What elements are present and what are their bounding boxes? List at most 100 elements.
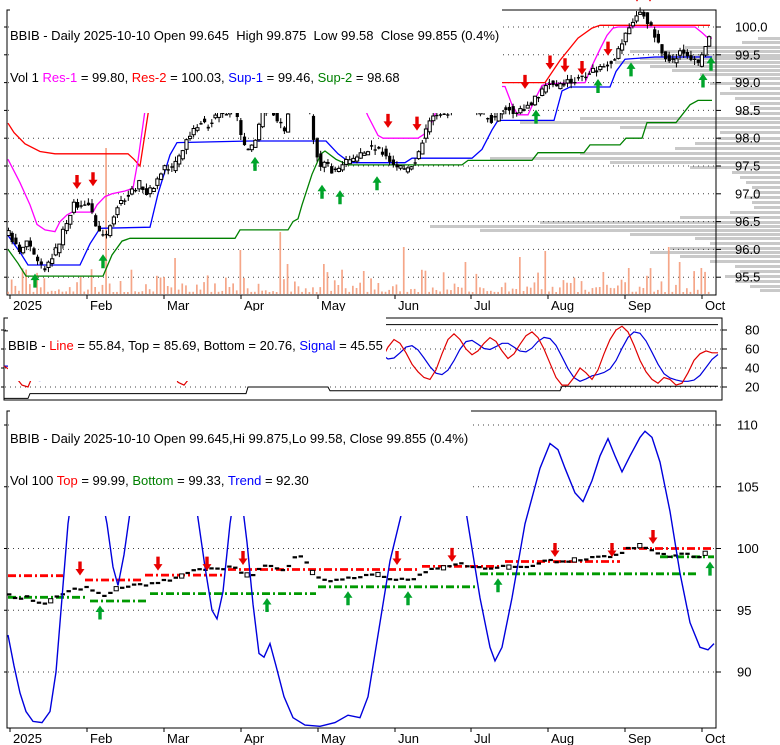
volume-bar bbox=[105, 148, 107, 294]
price-mark bbox=[215, 567, 220, 570]
candle-body-down bbox=[206, 126, 210, 129]
candle-body-up bbox=[398, 165, 403, 169]
volume-bar bbox=[693, 271, 695, 294]
price-mark bbox=[316, 576, 321, 579]
volume-bar bbox=[68, 287, 71, 294]
price-mark bbox=[30, 599, 36, 602]
volume-bar bbox=[83, 291, 86, 294]
title-part: = 98.68 bbox=[352, 70, 400, 85]
volume-bar bbox=[228, 287, 231, 294]
candle-body-down bbox=[693, 58, 697, 60]
price-mark bbox=[84, 585, 89, 589]
sell-arrow bbox=[447, 547, 457, 562]
candle-body-down bbox=[388, 155, 392, 162]
price-mark bbox=[90, 589, 95, 592]
price-mark bbox=[465, 565, 470, 568]
candle-body-down bbox=[486, 118, 490, 120]
volume-bar bbox=[152, 291, 155, 294]
candle-body-down bbox=[573, 82, 577, 84]
price-mark bbox=[24, 595, 30, 598]
volume-bar bbox=[421, 269, 423, 294]
price-mark bbox=[72, 587, 77, 590]
candle-body-down bbox=[645, 12, 650, 24]
trend-panel-xaxis-label: 2025 bbox=[13, 731, 42, 745]
price-mark bbox=[120, 586, 125, 589]
sell-arrow bbox=[635, 0, 639, 2]
price-panel-xaxis-label: Jun bbox=[398, 298, 419, 313]
candle-body-up bbox=[423, 128, 429, 139]
volume-bar bbox=[638, 286, 641, 294]
price-mark bbox=[405, 578, 411, 581]
candle-body-up bbox=[532, 95, 538, 106]
oscillator-panel-title-line: BBIB - Line = 55.84, Top = 85.69, Bottom… bbox=[8, 339, 383, 353]
volume-bar bbox=[18, 290, 20, 294]
volume-bar bbox=[304, 288, 307, 294]
price-mark bbox=[328, 580, 333, 583]
price-mark bbox=[197, 568, 202, 571]
trend-panel-xaxis-label: Jul bbox=[474, 731, 491, 745]
price-mark bbox=[7, 593, 12, 596]
candle-body-down bbox=[671, 58, 675, 60]
volume-bar bbox=[468, 291, 470, 294]
volume-bar bbox=[61, 291, 64, 294]
candle-body-down bbox=[609, 61, 613, 64]
candle-body-down bbox=[493, 116, 497, 118]
price-mark bbox=[584, 558, 589, 561]
candle-body-down bbox=[144, 188, 149, 195]
buy-arrow bbox=[531, 109, 541, 124]
volume-profile-bar bbox=[725, 275, 780, 278]
candle-body-down bbox=[696, 59, 700, 63]
volume-profile-bar bbox=[430, 225, 780, 228]
volume-bar bbox=[566, 282, 568, 294]
volume-bar bbox=[294, 281, 296, 294]
title-part: Sup-2 bbox=[317, 70, 353, 85]
price-mark bbox=[512, 565, 518, 568]
price-mark bbox=[256, 567, 262, 571]
volume-bar bbox=[435, 290, 438, 294]
volume-bar bbox=[653, 291, 655, 294]
candle-body-down bbox=[613, 59, 617, 61]
sell-arrow bbox=[383, 113, 393, 128]
price-mark bbox=[697, 556, 702, 559]
volume-bar bbox=[72, 291, 75, 294]
volume-bar bbox=[460, 287, 463, 294]
volume-bar bbox=[450, 290, 452, 294]
oscillator-panel-yaxis-label: 20 bbox=[745, 380, 759, 395]
volume-bar bbox=[490, 290, 492, 294]
volume-profile-bar bbox=[720, 92, 780, 95]
buy-arrow bbox=[372, 176, 382, 191]
volume-bar bbox=[119, 281, 122, 294]
volume-bar bbox=[598, 287, 601, 294]
candle-body-down bbox=[649, 22, 653, 26]
candle-body-down bbox=[504, 107, 508, 110]
candle-body-up bbox=[180, 150, 185, 160]
volume-bar bbox=[159, 277, 162, 294]
candle-body-up bbox=[177, 155, 182, 165]
sell-arrow bbox=[545, 55, 555, 70]
price-mark bbox=[167, 579, 173, 582]
price-mark bbox=[268, 564, 274, 568]
volume-bar bbox=[431, 287, 434, 294]
candle-body-down bbox=[315, 138, 319, 158]
volume-profile-bar bbox=[735, 265, 780, 268]
candle-body-down bbox=[391, 159, 395, 165]
candle-body-up bbox=[129, 188, 135, 195]
line-sup-1 bbox=[7, 56, 712, 266]
volume-bar bbox=[65, 291, 67, 294]
volume-bar bbox=[515, 289, 518, 294]
price-mark bbox=[679, 552, 684, 555]
volume-bar bbox=[90, 269, 93, 294]
volume-bar bbox=[297, 286, 300, 294]
price-mark bbox=[554, 561, 559, 564]
candle-body-down bbox=[442, 113, 446, 115]
volume-bar bbox=[250, 291, 253, 294]
candle-body-up bbox=[53, 247, 58, 256]
price-mark bbox=[429, 567, 434, 570]
candle-body-down bbox=[94, 215, 98, 227]
volume-profile-bar bbox=[660, 54, 780, 57]
buy-arrow bbox=[493, 578, 503, 593]
sell-arrow bbox=[607, 543, 617, 557]
price-panel-title-line1: BBIB - Daily 2025-10-10 Open 99.645 High… bbox=[10, 28, 500, 43]
price-mark bbox=[590, 556, 595, 559]
volume-bar bbox=[36, 272, 38, 294]
